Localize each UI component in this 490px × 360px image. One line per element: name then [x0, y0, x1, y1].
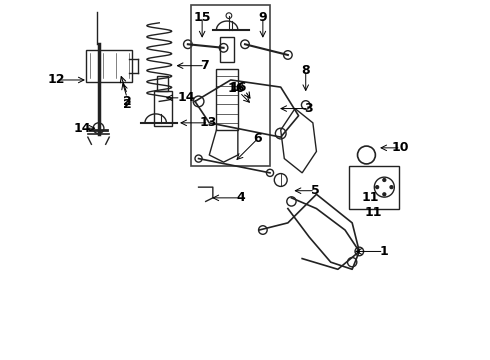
- Text: 9: 9: [259, 10, 267, 24]
- Text: 11: 11: [361, 192, 379, 204]
- Bar: [154, 91, 172, 126]
- Text: 16: 16: [229, 81, 246, 94]
- Bar: [348, 166, 398, 208]
- Text: 7: 7: [200, 59, 209, 72]
- Text: 6: 6: [253, 132, 262, 145]
- Text: 11: 11: [365, 206, 382, 219]
- Bar: [220, 37, 234, 62]
- Text: 14: 14: [74, 122, 91, 135]
- Text: 2: 2: [122, 95, 131, 108]
- Circle shape: [376, 186, 379, 189]
- Text: 12: 12: [48, 73, 65, 86]
- Text: 16: 16: [227, 82, 245, 95]
- Text: 4: 4: [236, 192, 245, 204]
- Bar: [157, 76, 168, 91]
- Text: 15: 15: [194, 10, 211, 24]
- Text: 8: 8: [301, 64, 310, 77]
- Circle shape: [383, 193, 386, 196]
- Text: 3: 3: [304, 102, 313, 115]
- Circle shape: [383, 179, 386, 181]
- Bar: [217, 69, 238, 130]
- Text: 2: 2: [122, 99, 131, 112]
- Text: 14: 14: [177, 91, 195, 104]
- Text: 5: 5: [311, 184, 319, 197]
- Bar: [86, 50, 132, 82]
- Bar: [192, 5, 270, 166]
- Text: 13: 13: [200, 116, 217, 129]
- Text: 1: 1: [379, 245, 388, 258]
- Text: 10: 10: [392, 141, 410, 154]
- Circle shape: [390, 186, 393, 189]
